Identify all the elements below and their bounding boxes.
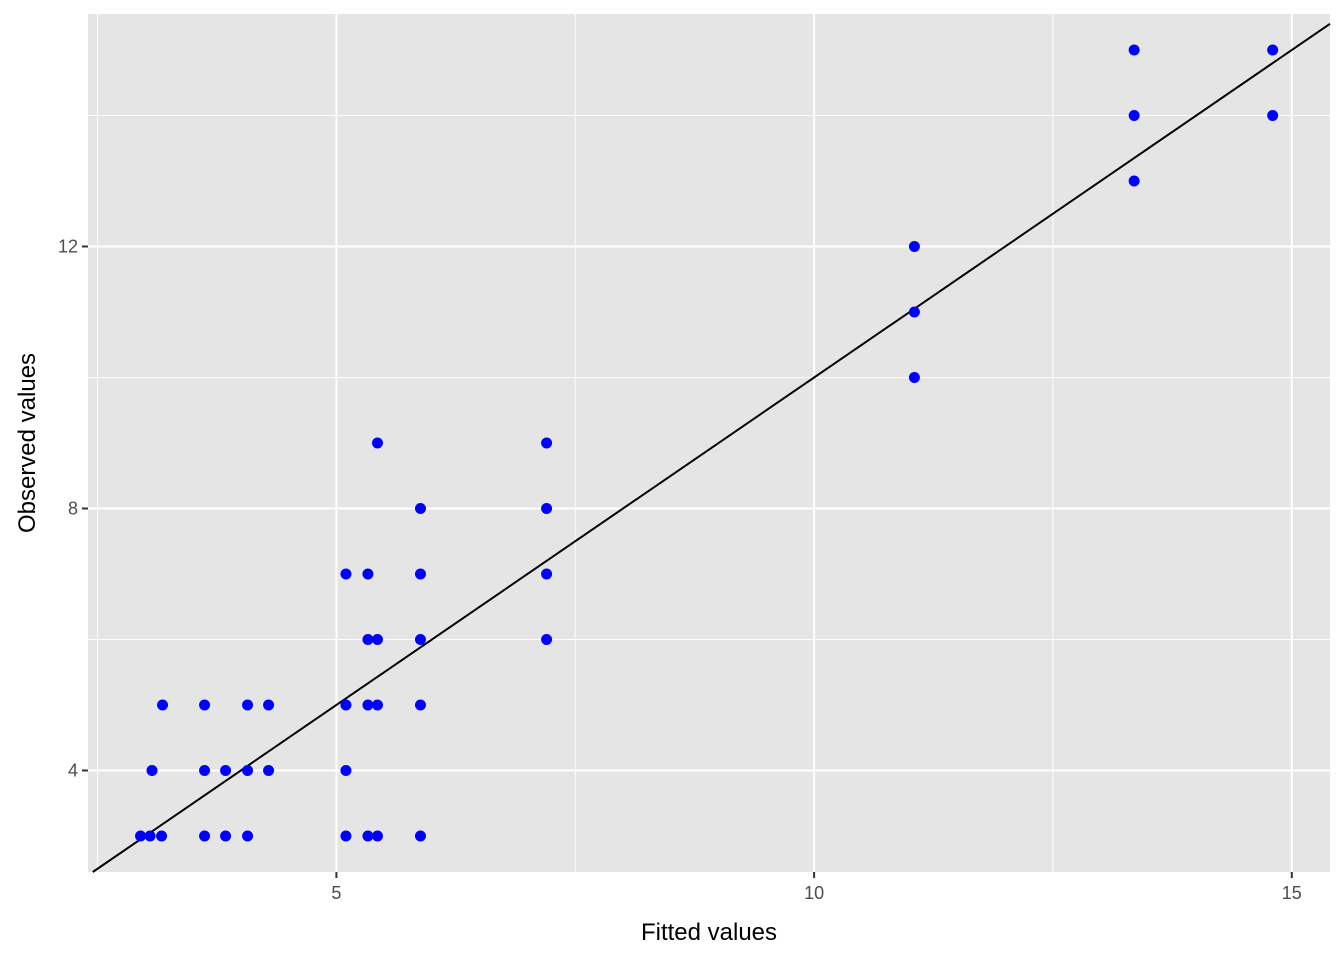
data-point bbox=[144, 830, 156, 842]
identity-reference-line bbox=[92, 22, 1331, 873]
data-point bbox=[541, 568, 553, 580]
data-point bbox=[199, 764, 211, 776]
data-point bbox=[340, 568, 352, 580]
y-tick-label: 12 bbox=[58, 237, 78, 257]
plot-panel bbox=[88, 14, 1330, 872]
data-point bbox=[242, 764, 254, 776]
y-axis-title: Observed values bbox=[14, 353, 41, 533]
data-point bbox=[1128, 175, 1140, 187]
major-gridlines bbox=[88, 14, 1330, 872]
data-point bbox=[541, 502, 553, 514]
x-axis-ticks: 5 10 15 bbox=[331, 872, 1302, 903]
x-tick-label: 10 bbox=[804, 883, 824, 903]
data-point bbox=[908, 241, 920, 253]
data-point bbox=[1267, 44, 1279, 56]
data-point bbox=[414, 699, 426, 711]
data-point bbox=[220, 830, 232, 842]
minor-gridlines bbox=[88, 14, 1330, 872]
data-point bbox=[263, 699, 275, 711]
data-point bbox=[340, 830, 352, 842]
data-point bbox=[371, 633, 383, 645]
x-axis-title: Fitted values bbox=[641, 919, 777, 946]
data-point bbox=[362, 699, 374, 711]
data-points bbox=[135, 44, 1279, 842]
data-point bbox=[146, 764, 158, 776]
data-point bbox=[414, 568, 426, 580]
y-tick-label: 8 bbox=[68, 498, 78, 518]
data-point bbox=[156, 830, 168, 842]
data-point bbox=[340, 764, 352, 776]
data-point bbox=[242, 699, 254, 711]
data-point bbox=[199, 830, 211, 842]
data-point bbox=[1267, 110, 1279, 122]
data-point bbox=[220, 764, 232, 776]
data-point bbox=[1128, 44, 1140, 56]
data-point bbox=[362, 830, 374, 842]
y-tick-label: 4 bbox=[68, 760, 78, 780]
x-tick-label: 15 bbox=[1282, 883, 1302, 903]
data-point bbox=[340, 699, 352, 711]
data-point bbox=[371, 699, 383, 711]
data-point bbox=[908, 372, 920, 384]
x-tick-label: 5 bbox=[331, 883, 341, 903]
data-point bbox=[362, 568, 374, 580]
data-point bbox=[157, 699, 169, 711]
data-point bbox=[414, 633, 426, 645]
data-point bbox=[199, 699, 211, 711]
data-point bbox=[242, 830, 254, 842]
data-point bbox=[908, 306, 920, 318]
data-point bbox=[541, 437, 553, 449]
data-point bbox=[371, 437, 383, 449]
data-point bbox=[362, 633, 374, 645]
data-point bbox=[414, 830, 426, 842]
data-point bbox=[263, 764, 275, 776]
data-point bbox=[1128, 110, 1140, 122]
data-point bbox=[371, 830, 383, 842]
data-point bbox=[135, 830, 147, 842]
y-axis-ticks: 4 8 12 bbox=[58, 237, 88, 780]
data-point bbox=[541, 633, 553, 645]
data-point bbox=[414, 502, 426, 514]
